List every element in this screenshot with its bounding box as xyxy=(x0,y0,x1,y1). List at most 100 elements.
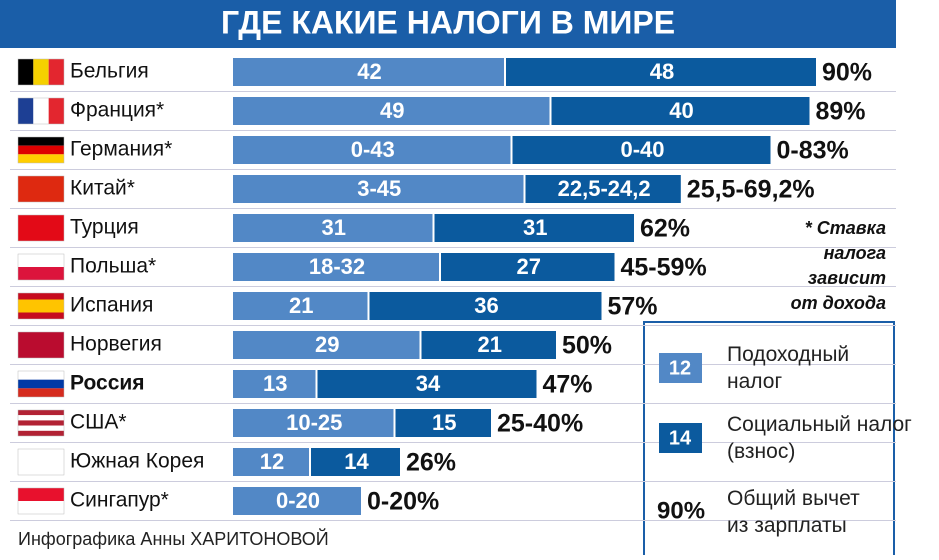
bar-segment xyxy=(441,253,615,281)
bar-label: 34 xyxy=(416,371,441,396)
bar-label: 12 xyxy=(260,449,284,474)
flag-stripe xyxy=(18,388,64,397)
category-label: Южная Корея xyxy=(70,450,204,473)
legend-sample: 12 xyxy=(669,357,691,379)
total-label: 90% xyxy=(822,59,872,87)
flag-stripe xyxy=(18,312,64,319)
flag-stripe xyxy=(18,420,64,426)
flag-stripe xyxy=(18,98,34,124)
total-label: 47% xyxy=(543,371,593,399)
total-label: 0-20% xyxy=(367,488,439,516)
bar-segment xyxy=(233,292,368,320)
title-bar xyxy=(0,0,896,48)
bar-label: 40 xyxy=(669,98,693,123)
note: от дохода xyxy=(791,293,886,313)
flag-stripe xyxy=(18,430,64,436)
category-label: Китай* xyxy=(70,177,135,200)
flag-stripe xyxy=(48,59,64,85)
bar-label: 48 xyxy=(650,59,674,84)
flag-stripe xyxy=(18,176,64,202)
bar-segment xyxy=(551,97,810,125)
flag-stripe xyxy=(18,137,64,146)
category-label: Бельгия xyxy=(70,60,149,83)
bar-label: 27 xyxy=(517,254,541,279)
bar-label: 15 xyxy=(432,410,456,435)
flag-stripe xyxy=(18,379,64,389)
bar-label: 22,5-24,2 xyxy=(558,176,651,201)
chart-title: ГДЕ КАКИЕ НАЛОГИ В МИРЕ xyxy=(221,4,675,40)
bar-label: 10-25 xyxy=(286,410,342,435)
legend-swatch xyxy=(659,353,702,383)
bar-label: 13 xyxy=(263,371,287,396)
flag-stripe xyxy=(18,306,64,313)
bar-segment xyxy=(233,97,550,125)
flag-stripe xyxy=(48,98,64,124)
bar-segment xyxy=(525,175,681,203)
flag-stripe xyxy=(33,59,49,85)
category-label: США* xyxy=(70,411,127,434)
bar-segment xyxy=(434,214,634,242)
flag-stripe xyxy=(18,425,64,431)
flag-border xyxy=(17,487,65,515)
flag-stripe xyxy=(18,415,64,421)
bar-label: 14 xyxy=(344,449,369,474)
flag-border xyxy=(17,409,65,437)
bar-segment xyxy=(233,58,504,86)
bar-segment xyxy=(233,370,316,398)
bar-segment xyxy=(233,409,394,437)
flag-stripe xyxy=(18,145,64,155)
flag-stripe xyxy=(18,154,64,163)
flag-border xyxy=(17,58,65,86)
bar-label: 31 xyxy=(322,215,346,240)
flag-border xyxy=(17,253,65,281)
flag-border xyxy=(17,97,65,125)
total-label: 25,5-69,2% xyxy=(687,176,815,204)
bar-label: 21 xyxy=(289,293,313,318)
bar-segment xyxy=(311,448,400,476)
bar-label: 0-20 xyxy=(276,488,320,513)
category-label: Франция* xyxy=(70,99,164,122)
bar-segment xyxy=(233,136,511,164)
bar-segment xyxy=(233,487,361,515)
total-label: 62% xyxy=(640,215,690,243)
total-label: 45-59% xyxy=(621,254,707,282)
flag-stripe xyxy=(18,59,34,85)
category-label: Сингапур* xyxy=(70,489,169,512)
total-label: 89% xyxy=(816,98,866,126)
bar-label: 36 xyxy=(474,293,498,318)
flag-stripe xyxy=(18,254,64,267)
total-label: 57% xyxy=(608,293,658,321)
category-label: Германия* xyxy=(70,138,172,161)
flag-stripe xyxy=(18,501,64,514)
total-label: 26% xyxy=(406,449,456,477)
bar-label: 49 xyxy=(380,98,404,123)
credit: Инфографика Анны ХАРИТОНОВОЙ xyxy=(18,528,329,549)
flag-border xyxy=(17,214,65,242)
flag-stripe xyxy=(18,410,64,416)
bar-segment xyxy=(395,409,491,437)
flag-stripe xyxy=(18,293,64,300)
bar-segment xyxy=(233,331,420,359)
bar-segment xyxy=(506,58,816,86)
flag-stripe xyxy=(33,98,49,124)
legend-label: Подоходный налог xyxy=(727,343,849,393)
bar-label: 21 xyxy=(478,332,502,357)
flag-border xyxy=(17,370,65,398)
bar-label: 42 xyxy=(357,59,381,84)
bar-segment xyxy=(233,175,524,203)
flag-stripe xyxy=(18,449,64,475)
total-label: 25-40% xyxy=(497,410,583,438)
legend-label: Социальный налог (взнос) xyxy=(727,413,912,463)
legend-sample: 90% xyxy=(657,497,705,524)
total-label: 0-83% xyxy=(777,137,849,165)
bar-label: 18-32 xyxy=(309,254,365,279)
note: налога xyxy=(824,243,886,263)
bar-label: 0-40 xyxy=(620,137,664,162)
flag-stripe xyxy=(18,267,64,280)
legend-swatch xyxy=(659,423,702,453)
flag-stripe xyxy=(18,488,64,501)
flag-stripe xyxy=(18,299,64,306)
flag-border xyxy=(17,136,65,164)
bar-segment xyxy=(317,370,537,398)
category-label: Польша* xyxy=(70,255,156,278)
